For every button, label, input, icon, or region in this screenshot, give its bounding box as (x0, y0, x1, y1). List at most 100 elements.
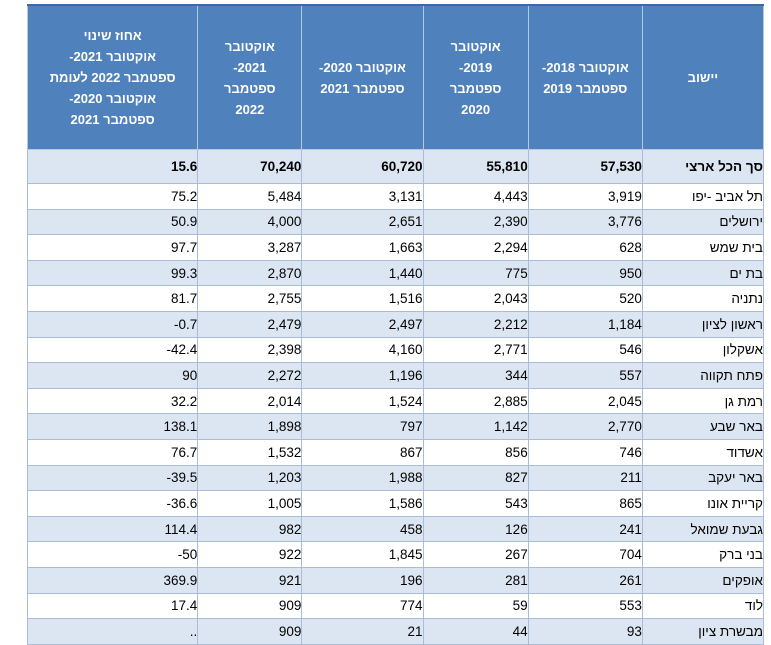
value-cell: 856 (422, 438, 529, 466)
city-cell: אשקלון (641, 336, 765, 364)
city-cell: סך הכל ארצי (641, 149, 765, 184)
pct-cell: 32.2 (26, 387, 199, 415)
pct-cell: -36.6 (26, 490, 199, 517)
pct-cell: 97.7 (26, 234, 199, 261)
table-row: קריית אונו 865 543 1,586 1,005 -36.6 (26, 490, 765, 517)
value-cell: 982 (197, 515, 303, 543)
table-row: תל אביב -יפו 3,919 4,443 3,131 5,484 75.… (26, 183, 765, 210)
column-header-locality: יישוב (641, 4, 765, 150)
value-cell: 2,885 (422, 387, 529, 415)
table-row: אופקים 261 281 196 921 369.9 (26, 566, 765, 594)
table-row: אשדוד 746 856 867 1,532 76.7 (26, 438, 765, 466)
value-cell: 2,870 (197, 259, 303, 287)
pct-cell: -50 (26, 541, 199, 568)
city-cell: קריית אונו (641, 490, 765, 517)
value-cell: 261 (527, 566, 643, 594)
value-cell: 865 (527, 490, 643, 517)
value-cell: 3,131 (301, 183, 424, 210)
value-cell: 267 (422, 541, 529, 568)
column-header-oct2021-sep2022: אוקטובר 2021- ספטמבר 2022 (197, 4, 303, 150)
value-cell: 775 (422, 259, 529, 287)
value-cell: 704 (527, 541, 643, 568)
pct-cell: -42.4 (26, 336, 199, 364)
stats-table-container: יישוב אוקטובר 2018- ספטמבר 2019 אוקטובר … (26, 4, 765, 645)
value-cell: 909 (197, 618, 303, 645)
table-row: רמת גן 2,045 2,885 1,524 2,014 32.2 (26, 387, 765, 415)
pct-cell: 114.4 (26, 515, 199, 543)
value-cell: 2,294 (422, 234, 529, 261)
value-cell: 921 (197, 566, 303, 594)
pct-cell: -0.7 (26, 310, 199, 338)
header-row: יישוב אוקטובר 2018- ספטמבר 2019 אוקטובר … (26, 4, 765, 150)
value-cell: 126 (422, 515, 529, 543)
value-cell: 70,240 (197, 149, 303, 184)
value-cell: 196 (301, 566, 424, 594)
value-cell: 553 (527, 592, 643, 620)
value-cell: 21 (301, 618, 424, 645)
pct-cell: 17.4 (26, 592, 199, 620)
table-row: פתח תקווה 557 344 1,196 2,272 90 (26, 362, 765, 389)
value-cell: 557 (527, 362, 643, 389)
city-cell: ראשון לציון (641, 310, 765, 338)
value-cell: 1,845 (301, 541, 424, 568)
value-cell: 2,043 (422, 285, 529, 312)
pct-cell: 15.6 (26, 149, 199, 184)
value-cell: 1,196 (301, 362, 424, 389)
city-cell: בת ים (641, 259, 765, 287)
value-cell: 4,443 (422, 183, 529, 210)
city-cell: ירושלים (641, 208, 765, 236)
city-cell: לוד (641, 592, 765, 620)
value-cell: 2,771 (422, 336, 529, 364)
value-cell: 520 (527, 285, 643, 312)
pct-cell: 81.7 (26, 285, 199, 312)
pct-cell: 75.2 (26, 183, 199, 210)
value-cell: 3,776 (527, 208, 643, 236)
pct-cell: -39.5 (26, 464, 199, 492)
value-cell: 59 (422, 592, 529, 620)
value-cell: 2,651 (301, 208, 424, 236)
value-cell: 1,142 (422, 413, 529, 440)
value-cell: 2,479 (197, 310, 303, 338)
value-cell: 344 (422, 362, 529, 389)
city-cell: אופקים (641, 566, 765, 594)
value-cell: 3,287 (197, 234, 303, 261)
value-cell: 1,203 (197, 464, 303, 492)
city-cell: אשדוד (641, 438, 765, 466)
value-cell: 746 (527, 438, 643, 466)
value-cell: 628 (527, 234, 643, 261)
city-cell: גבעת שמואל (641, 515, 765, 543)
value-cell: 2,497 (301, 310, 424, 338)
value-cell: 5,484 (197, 183, 303, 210)
value-cell: 1,516 (301, 285, 424, 312)
city-cell: נתניה (641, 285, 765, 312)
value-cell: 4,000 (197, 208, 303, 236)
pct-cell: 90 (26, 362, 199, 389)
value-cell: 543 (422, 490, 529, 517)
value-cell: 1,005 (197, 490, 303, 517)
column-header-oct2018-sep2019: אוקטובר 2018- ספטמבר 2019 (527, 4, 643, 150)
value-cell: 909 (197, 592, 303, 620)
pct-cell: .. (26, 618, 199, 645)
city-cell: רמת גן (641, 387, 765, 415)
value-cell: 211 (527, 464, 643, 492)
table-row: בת ים 950 775 1,440 2,870 99.3 (26, 259, 765, 287)
column-header-percent-change: אחוז שינוי אוקטובר 2021- ספטמבר 2022 לעו… (26, 4, 199, 150)
table-row: בית שמש 628 2,294 1,663 3,287 97.7 (26, 234, 765, 261)
value-cell: 2,390 (422, 208, 529, 236)
table-row: באר יעקב 211 827 1,988 1,203 -39.5 (26, 464, 765, 492)
city-cell: באר שבע (641, 413, 765, 440)
column-header-oct2020-sep2021: אוקטובר 2020- ספטמבר 2021 (301, 4, 424, 150)
value-cell: 1,184 (527, 310, 643, 338)
value-cell: 950 (527, 259, 643, 287)
value-cell: 60,720 (301, 149, 424, 184)
value-cell: 1,898 (197, 413, 303, 440)
value-cell: 922 (197, 541, 303, 568)
table-row: מבשרת ציון 93 44 21 909 .. (26, 618, 765, 645)
building-starts-by-locality-table: יישוב אוקטובר 2018- ספטמבר 2019 אוקטובר … (26, 4, 765, 645)
pct-cell: 76.7 (26, 438, 199, 466)
value-cell: 3,919 (527, 183, 643, 210)
pct-cell: 369.9 (26, 566, 199, 594)
value-cell: 546 (527, 336, 643, 364)
value-cell: 827 (422, 464, 529, 492)
value-cell: 44 (422, 618, 529, 645)
